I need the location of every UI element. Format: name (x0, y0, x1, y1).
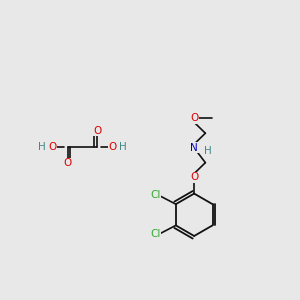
Text: O: O (63, 158, 72, 168)
Text: O: O (190, 172, 198, 182)
Text: Cl: Cl (150, 190, 160, 200)
Text: H: H (119, 142, 127, 152)
Text: O: O (108, 142, 116, 152)
Text: O: O (190, 113, 198, 124)
Text: N: N (190, 143, 198, 153)
Text: H: H (203, 146, 211, 156)
Text: Cl: Cl (150, 229, 160, 239)
Text: O: O (48, 142, 56, 152)
Text: H: H (38, 142, 46, 152)
Text: O: O (93, 126, 101, 136)
